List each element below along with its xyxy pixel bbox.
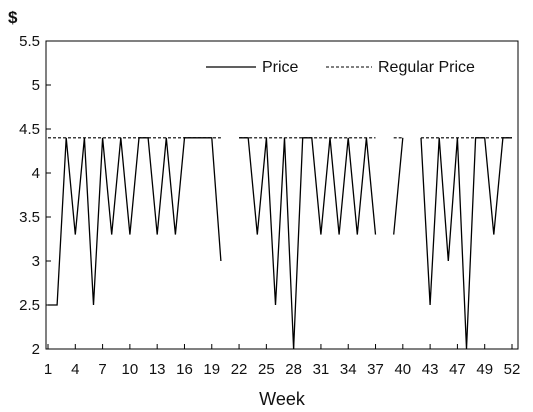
x-tick-label: 19	[203, 361, 220, 378]
x-tick-label: 43	[422, 361, 439, 378]
x-tick-label: 1	[44, 361, 52, 378]
x-tick-label: 52	[504, 361, 521, 378]
price-line-segment	[420, 137, 512, 350]
y-tick-label: 5	[32, 77, 40, 94]
legend: Price Regular Price	[206, 59, 475, 76]
series-layer	[48, 137, 512, 350]
y-tick-label: 2	[32, 341, 40, 358]
x-tick-label: 25	[258, 361, 275, 378]
x-tick-label: 7	[98, 361, 106, 378]
x-tick-label: 22	[231, 361, 248, 378]
x-axis-title: Week	[259, 389, 306, 409]
x-tick-label: 34	[340, 361, 357, 378]
y-tick-label: 5.5	[19, 33, 40, 50]
x-tick-label: 10	[122, 361, 139, 378]
x-tick-label: 28	[285, 361, 302, 378]
price-line-segment	[48, 137, 222, 306]
x-tick-label: 31	[313, 361, 330, 378]
x-tick-label: 4	[71, 361, 79, 378]
x-tick-label: 49	[476, 361, 493, 378]
y-tick-label: 4	[32, 165, 40, 182]
plot-frame	[45, 40, 519, 350]
y-ticks: 2 2.5 3 3.5 4 4.5 5 5.5	[19, 33, 51, 358]
x-tick-label: 13	[149, 361, 166, 378]
y-tick-label: 3	[32, 253, 40, 270]
y-axis-title: $	[8, 8, 18, 27]
price-line-segment	[239, 137, 377, 350]
y-tick-label: 2.5	[19, 297, 40, 314]
legend-label-regular-price: Regular Price	[378, 59, 475, 76]
legend-label-price: Price	[262, 59, 299, 76]
price-line-segment	[393, 137, 404, 235]
y-tick-label: 4.5	[19, 121, 40, 138]
x-tick-label: 37	[367, 361, 384, 378]
x-tick-label: 47	[449, 361, 466, 378]
x-tick-label: 16	[176, 361, 193, 378]
x-tick-label: 40	[394, 361, 411, 378]
x-ticks: 1 4 7 10 13 16 19 22 25 28 31 34 37 40 43 47 49 52	[44, 344, 521, 378]
y-tick-label: 3.5	[19, 209, 40, 226]
